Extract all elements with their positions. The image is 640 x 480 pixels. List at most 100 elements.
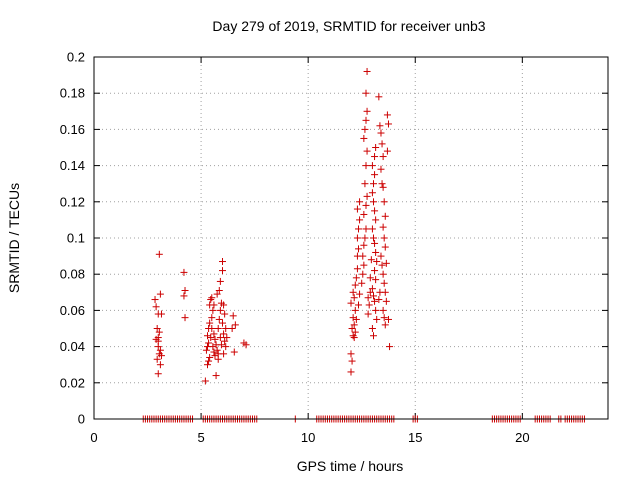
data-point: [381, 243, 389, 251]
data-point: [372, 248, 380, 256]
data-point: [379, 270, 387, 278]
data-point: [180, 292, 188, 300]
data-point: [180, 268, 188, 276]
data-point: [349, 332, 357, 340]
data-point: [209, 343, 217, 351]
data-point: [380, 279, 388, 287]
data-point: [207, 334, 215, 342]
data-point: [201, 377, 209, 385]
data-point: [383, 111, 391, 119]
data-point: [211, 352, 219, 360]
y-tick-label: 0.18: [60, 86, 85, 101]
data-point: [231, 321, 239, 329]
data-point: [223, 334, 231, 342]
data-point: [349, 288, 357, 296]
data-point: [356, 290, 364, 298]
data-point: [348, 325, 356, 332]
data-point: [208, 294, 216, 302]
data-point: [181, 314, 189, 322]
data-point: [375, 93, 383, 101]
x-axis-title: GPS time / hours: [297, 458, 404, 474]
data-point: [362, 89, 370, 97]
data-point: [351, 306, 359, 314]
data-point: [207, 296, 215, 304]
data-point: [360, 261, 368, 269]
data-point: [366, 274, 374, 282]
data-point: [361, 234, 369, 242]
data-point: [348, 357, 356, 365]
data-point: [364, 294, 372, 302]
data-point: [156, 361, 164, 369]
data-point: [368, 285, 376, 293]
data-point: [382, 297, 390, 305]
data-point: [372, 276, 380, 284]
data-point: [369, 292, 377, 300]
data-point: [215, 315, 223, 323]
x-tick-label: 5: [197, 430, 204, 445]
data-point: [366, 288, 374, 296]
data-point: [210, 348, 218, 356]
data-point: [372, 306, 380, 314]
y-tick-label: 0.12: [60, 194, 85, 209]
data-point: [211, 335, 219, 343]
data-point: [221, 337, 229, 345]
data-point: [360, 210, 368, 218]
data-point: [353, 234, 361, 242]
y-tick-label: 0.06: [60, 303, 85, 318]
data-point: [205, 339, 213, 347]
data-point: [354, 225, 362, 233]
data-point: [384, 315, 392, 323]
data-point: [153, 355, 161, 363]
data-point: [215, 286, 223, 294]
x-tick-label: 0: [90, 430, 97, 445]
data-point: [209, 306, 217, 314]
data-point: [210, 330, 218, 338]
chart-title: Day 279 of 2019, SRMTID for receiver unb…: [212, 18, 485, 34]
y-axis-title: SRMTID / TECUs: [6, 183, 22, 293]
data-point: [216, 334, 224, 342]
data-point: [350, 321, 358, 329]
data-point: [379, 306, 387, 314]
data-point: [360, 241, 368, 249]
data-point: [204, 332, 212, 340]
data-point: [349, 314, 357, 322]
data-point: [379, 183, 387, 191]
data-point: [219, 258, 226, 266]
x-tick-label: 10: [301, 430, 315, 445]
data-point: [368, 225, 376, 233]
data-point: [378, 180, 386, 188]
data-point: [380, 234, 388, 242]
data-point: [354, 245, 362, 253]
data-points: [139, 67, 588, 423]
data-point: [213, 290, 221, 298]
data-point: [386, 343, 394, 351]
data-point: [157, 352, 165, 360]
data-point: [377, 252, 385, 260]
y-tick-label: 0.08: [60, 267, 85, 282]
data-point: [352, 274, 360, 282]
data-point: [369, 198, 377, 206]
data-point: [360, 134, 368, 142]
data-point: [222, 343, 230, 351]
data-point: [376, 122, 384, 130]
data-point: [378, 140, 386, 148]
data-point: [217, 341, 225, 349]
data-point: [230, 348, 238, 356]
data-point: [362, 225, 370, 233]
data-point: [242, 341, 250, 349]
plot-frame: [93, 56, 609, 420]
data-point: [155, 328, 163, 336]
data-point: [181, 286, 189, 294]
data-point: [350, 294, 358, 302]
data-point: [350, 334, 358, 342]
y-tick-label: 0.14: [60, 158, 85, 173]
data-point: [352, 315, 360, 323]
y-tick-label: 0.02: [60, 375, 85, 390]
data-point: [362, 116, 370, 124]
data-point: [362, 162, 370, 170]
data-point: [381, 212, 389, 220]
data-point: [377, 165, 385, 173]
data-point: [369, 180, 377, 188]
data-point: [354, 301, 362, 309]
